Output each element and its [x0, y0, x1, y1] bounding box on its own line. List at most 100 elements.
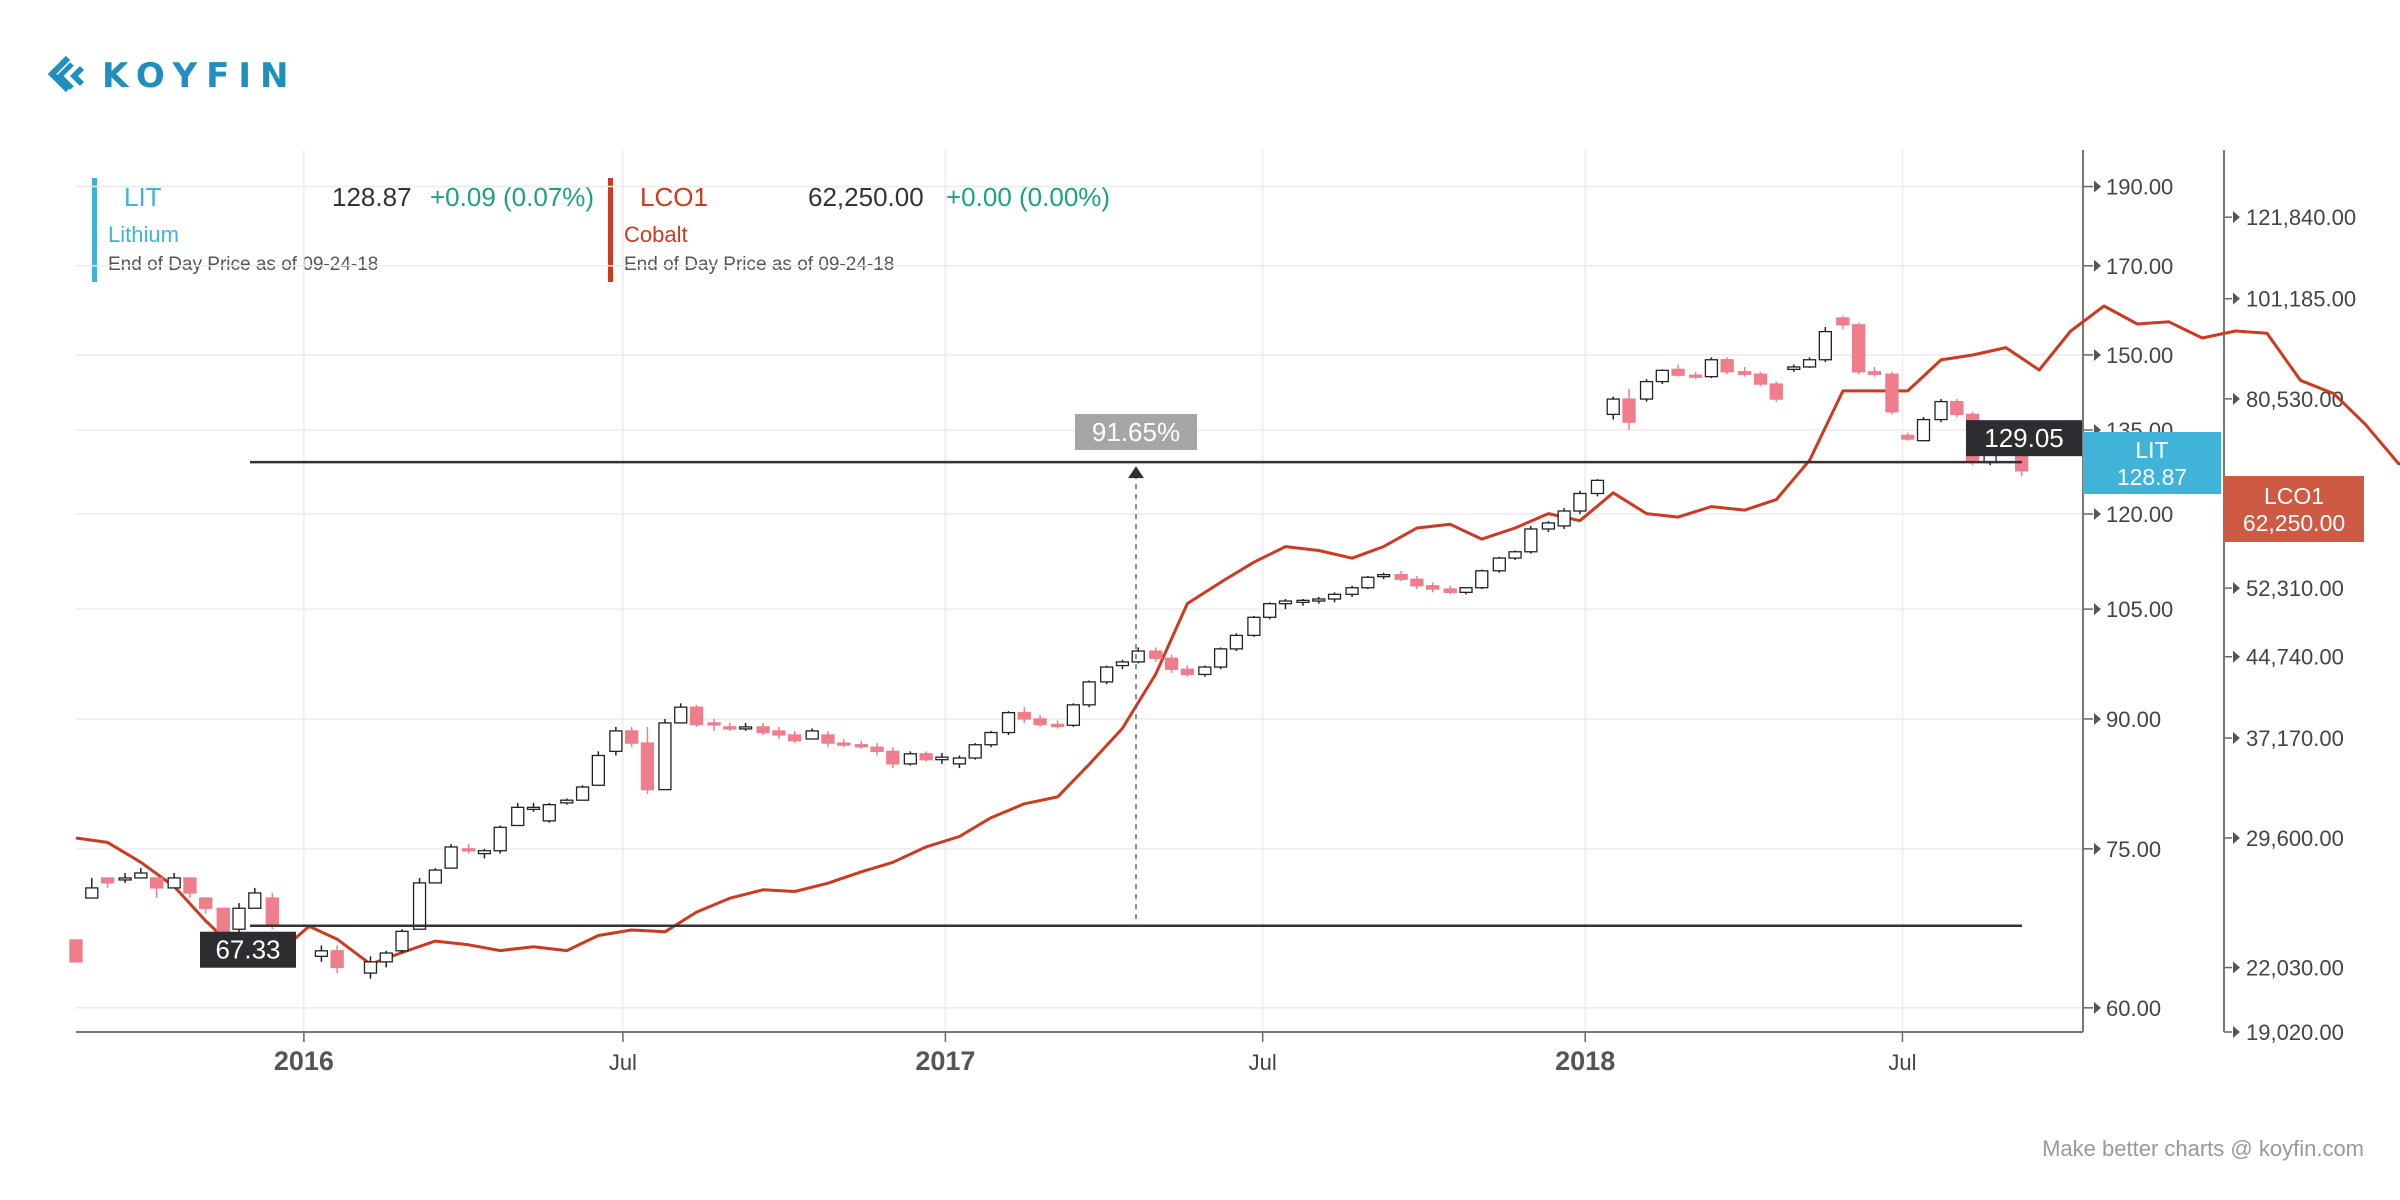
- lit-candle: [609, 726, 623, 756]
- candle-body: [167, 877, 181, 889]
- candle-body: [1066, 704, 1081, 726]
- lit-candle: [1655, 369, 1669, 385]
- lit-candle: [1033, 714, 1047, 727]
- x-tick-label: 2016: [274, 1046, 334, 1076]
- lco1-price-tag-symbol: LCO1: [2264, 483, 2324, 509]
- lit-candle: [395, 929, 409, 954]
- lit-candle: [1410, 575, 1424, 590]
- candle-body: [1885, 373, 1899, 413]
- candle-body: [363, 961, 378, 974]
- low-level-label: 67.33: [215, 935, 280, 965]
- candle-body: [1802, 359, 1817, 368]
- lit-candle: [477, 848, 492, 859]
- y-left-tick-marker: [2094, 712, 2101, 725]
- x-tick-label: Jul: [609, 1050, 637, 1075]
- lit-candle: [100, 877, 115, 888]
- candle-body: [1508, 551, 1522, 559]
- y-right-tick-label: 22,030.00: [2246, 956, 2344, 981]
- y-left-tick-label: 120.00: [2106, 502, 2173, 527]
- candle-body: [1655, 369, 1669, 383]
- candle-body: [870, 746, 884, 752]
- lit-candle: [1131, 647, 1145, 664]
- lit-candle: [1606, 396, 1620, 420]
- candle-body: [640, 742, 655, 791]
- candle-body: [1180, 668, 1194, 676]
- lit-candle: [1229, 633, 1244, 652]
- legend-asof: End of Day Price as of 09-24-18: [624, 254, 895, 275]
- lit-candle: [69, 939, 83, 963]
- candle-body: [1524, 528, 1538, 553]
- lit-candle: [265, 892, 279, 930]
- lit-candle: [903, 751, 918, 766]
- lco1-price-tag: [2224, 476, 2364, 542]
- lit-candle: [1492, 556, 1506, 573]
- lit-candle: [216, 907, 230, 940]
- lit-candle: [1376, 572, 1391, 580]
- lit-candle: [232, 903, 246, 935]
- y-right-tick-label: 52,310.00: [2246, 576, 2344, 601]
- lit-candle: [575, 785, 590, 801]
- lit-candle: [85, 877, 99, 899]
- lit-candle: [1149, 647, 1163, 662]
- lit-candle: [1312, 597, 1326, 604]
- lit-candle: [1050, 720, 1065, 729]
- lit-candle: [444, 844, 458, 869]
- koyfin-logo[interactable]: KOYFIN: [48, 56, 297, 96]
- y-left-tick-label: 105.00: [2106, 597, 2173, 622]
- candle-body: [1787, 366, 1801, 371]
- candle-body: [575, 786, 590, 801]
- high-level-tag: [1966, 420, 2082, 457]
- y-right-tick-marker: [2233, 211, 2240, 224]
- lit-candle: [526, 802, 541, 812]
- lit-candle: [689, 704, 704, 727]
- lit-candle: [1787, 364, 1801, 372]
- lit-candle: [1867, 366, 1882, 377]
- lit-candle: [756, 722, 770, 735]
- lit-candle: [379, 950, 393, 968]
- lit-price-tag-value: 128.87: [2117, 464, 2187, 490]
- koyfin-logo-text: KOYFIN: [102, 56, 298, 96]
- y-right-tick-marker: [2233, 650, 2240, 663]
- lit-candle: [1443, 585, 1457, 595]
- candle-body: [1836, 317, 1850, 326]
- y-right-tick-marker: [2233, 831, 2240, 844]
- candle-body: [1115, 661, 1130, 667]
- lit-candle: [1001, 711, 1016, 735]
- y-right-tick-label: 121,840.00: [2246, 205, 2356, 230]
- lit-candle: [1475, 569, 1489, 590]
- lit-candle: [1885, 371, 1899, 415]
- candle-body: [1198, 666, 1212, 676]
- y-right-tick-marker: [2233, 392, 2240, 405]
- candle-body: [1213, 648, 1228, 668]
- candle-body: [542, 804, 556, 822]
- low-level-tag: [200, 931, 296, 968]
- koyfin-logo-icon: [48, 56, 84, 93]
- lit-price-tag: [2083, 432, 2221, 494]
- candle-body: [1475, 570, 1489, 589]
- candle-body: [1394, 574, 1408, 580]
- y-left-tick-label: 90.00: [2106, 707, 2161, 732]
- candle-body: [248, 892, 262, 909]
- lit-candle: [821, 730, 835, 748]
- y-right-tick-marker: [2233, 961, 2240, 974]
- lit-candle: [1639, 379, 1654, 402]
- y-right-tick-marker: [2233, 582, 2240, 595]
- lit-candle: [886, 747, 900, 769]
- candle-body: [821, 734, 835, 744]
- candle-body: [1639, 380, 1654, 400]
- candle-body: [1950, 400, 1964, 416]
- y-left-tick-marker: [2094, 842, 2101, 855]
- lit-candle: [493, 825, 507, 854]
- lit-candle: [542, 802, 556, 823]
- candle-body: [1557, 510, 1571, 527]
- lit-candle: [149, 877, 164, 899]
- lco1-line: [75, 304, 2400, 966]
- candle-body: [395, 930, 409, 952]
- candle-body: [1901, 434, 1915, 440]
- candle-body: [788, 734, 802, 742]
- candle-body: [1050, 723, 1065, 728]
- lit-candle: [183, 877, 197, 899]
- candle-body: [216, 907, 230, 936]
- candle-body: [1459, 587, 1473, 593]
